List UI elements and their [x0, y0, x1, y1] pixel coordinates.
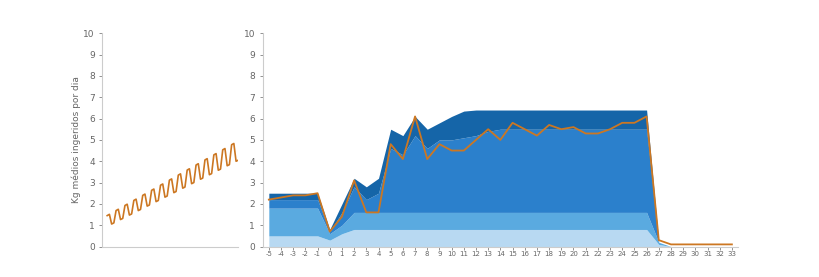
Y-axis label: Kg médios ingeridos por dia: Kg médios ingeridos por dia — [71, 76, 80, 203]
